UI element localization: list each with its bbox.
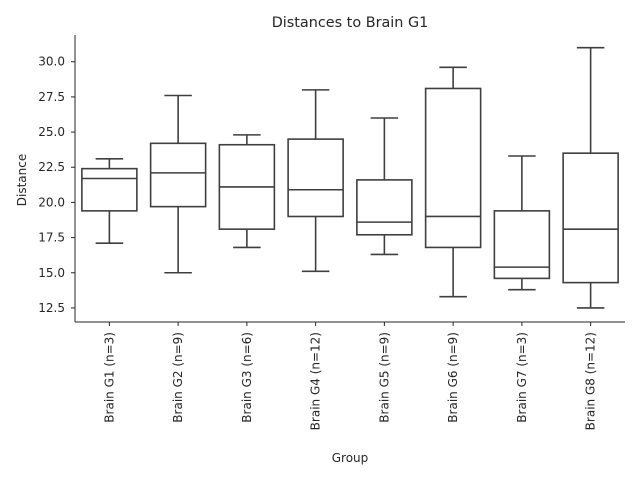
box-group	[287, 89, 344, 273]
x-tick-label: Brain G5 (n=9)	[377, 332, 391, 423]
box-iqr	[81, 167, 138, 212]
chart-title: Distances to Brain G1	[272, 15, 429, 31]
y-tick-labels: 12.5 15.0 17.5 20.0 22.5 25.0 27.5 30.0	[38, 55, 75, 315]
y-tick-label: 12.5	[38, 301, 65, 315]
y-tick-label: 15.0	[38, 266, 65, 280]
box-group	[493, 155, 551, 291]
x-tick-label: Brain G1 (n=3)	[102, 332, 116, 423]
y-tick-label: 20.0	[38, 195, 65, 209]
y-tick-label: 25.0	[38, 125, 65, 139]
box-group	[149, 94, 207, 274]
x-tick-label: Brain G6 (n=9)	[446, 332, 460, 423]
box-iqr	[149, 142, 207, 208]
box-group	[81, 158, 138, 245]
y-tick-label: 27.5	[38, 90, 65, 104]
x-tick-labels: Brain G1 (n=3) Brain G2 (n=9) Brain G3 (n=…	[102, 322, 598, 430]
x-tick-label: Brain G3 (n=6)	[240, 332, 254, 423]
x-axis-label: Group	[332, 451, 369, 465]
box-iqr	[356, 179, 413, 236]
y-tick-label: 17.5	[38, 231, 65, 245]
box-iqr	[493, 210, 551, 280]
box-iqr	[287, 138, 344, 218]
box-group	[424, 66, 482, 298]
box-group	[562, 46, 619, 309]
x-tick-label: Brain G8 (n=12)	[584, 332, 598, 430]
x-tick-label: Brain G7 (n=3)	[515, 332, 529, 423]
box-group	[356, 117, 413, 256]
y-axis-label: Distance	[15, 154, 29, 206]
plot-area	[81, 46, 619, 309]
box-iqr	[424, 87, 482, 249]
x-tick-label: Brain G2 (n=9)	[171, 332, 185, 423]
box-iqr	[562, 152, 619, 284]
box-group	[218, 134, 276, 249]
y-tick-label: 22.5	[38, 160, 65, 174]
x-tick-label: Brain G4 (n=12)	[309, 332, 323, 430]
y-tick-label: 30.0	[38, 55, 65, 69]
